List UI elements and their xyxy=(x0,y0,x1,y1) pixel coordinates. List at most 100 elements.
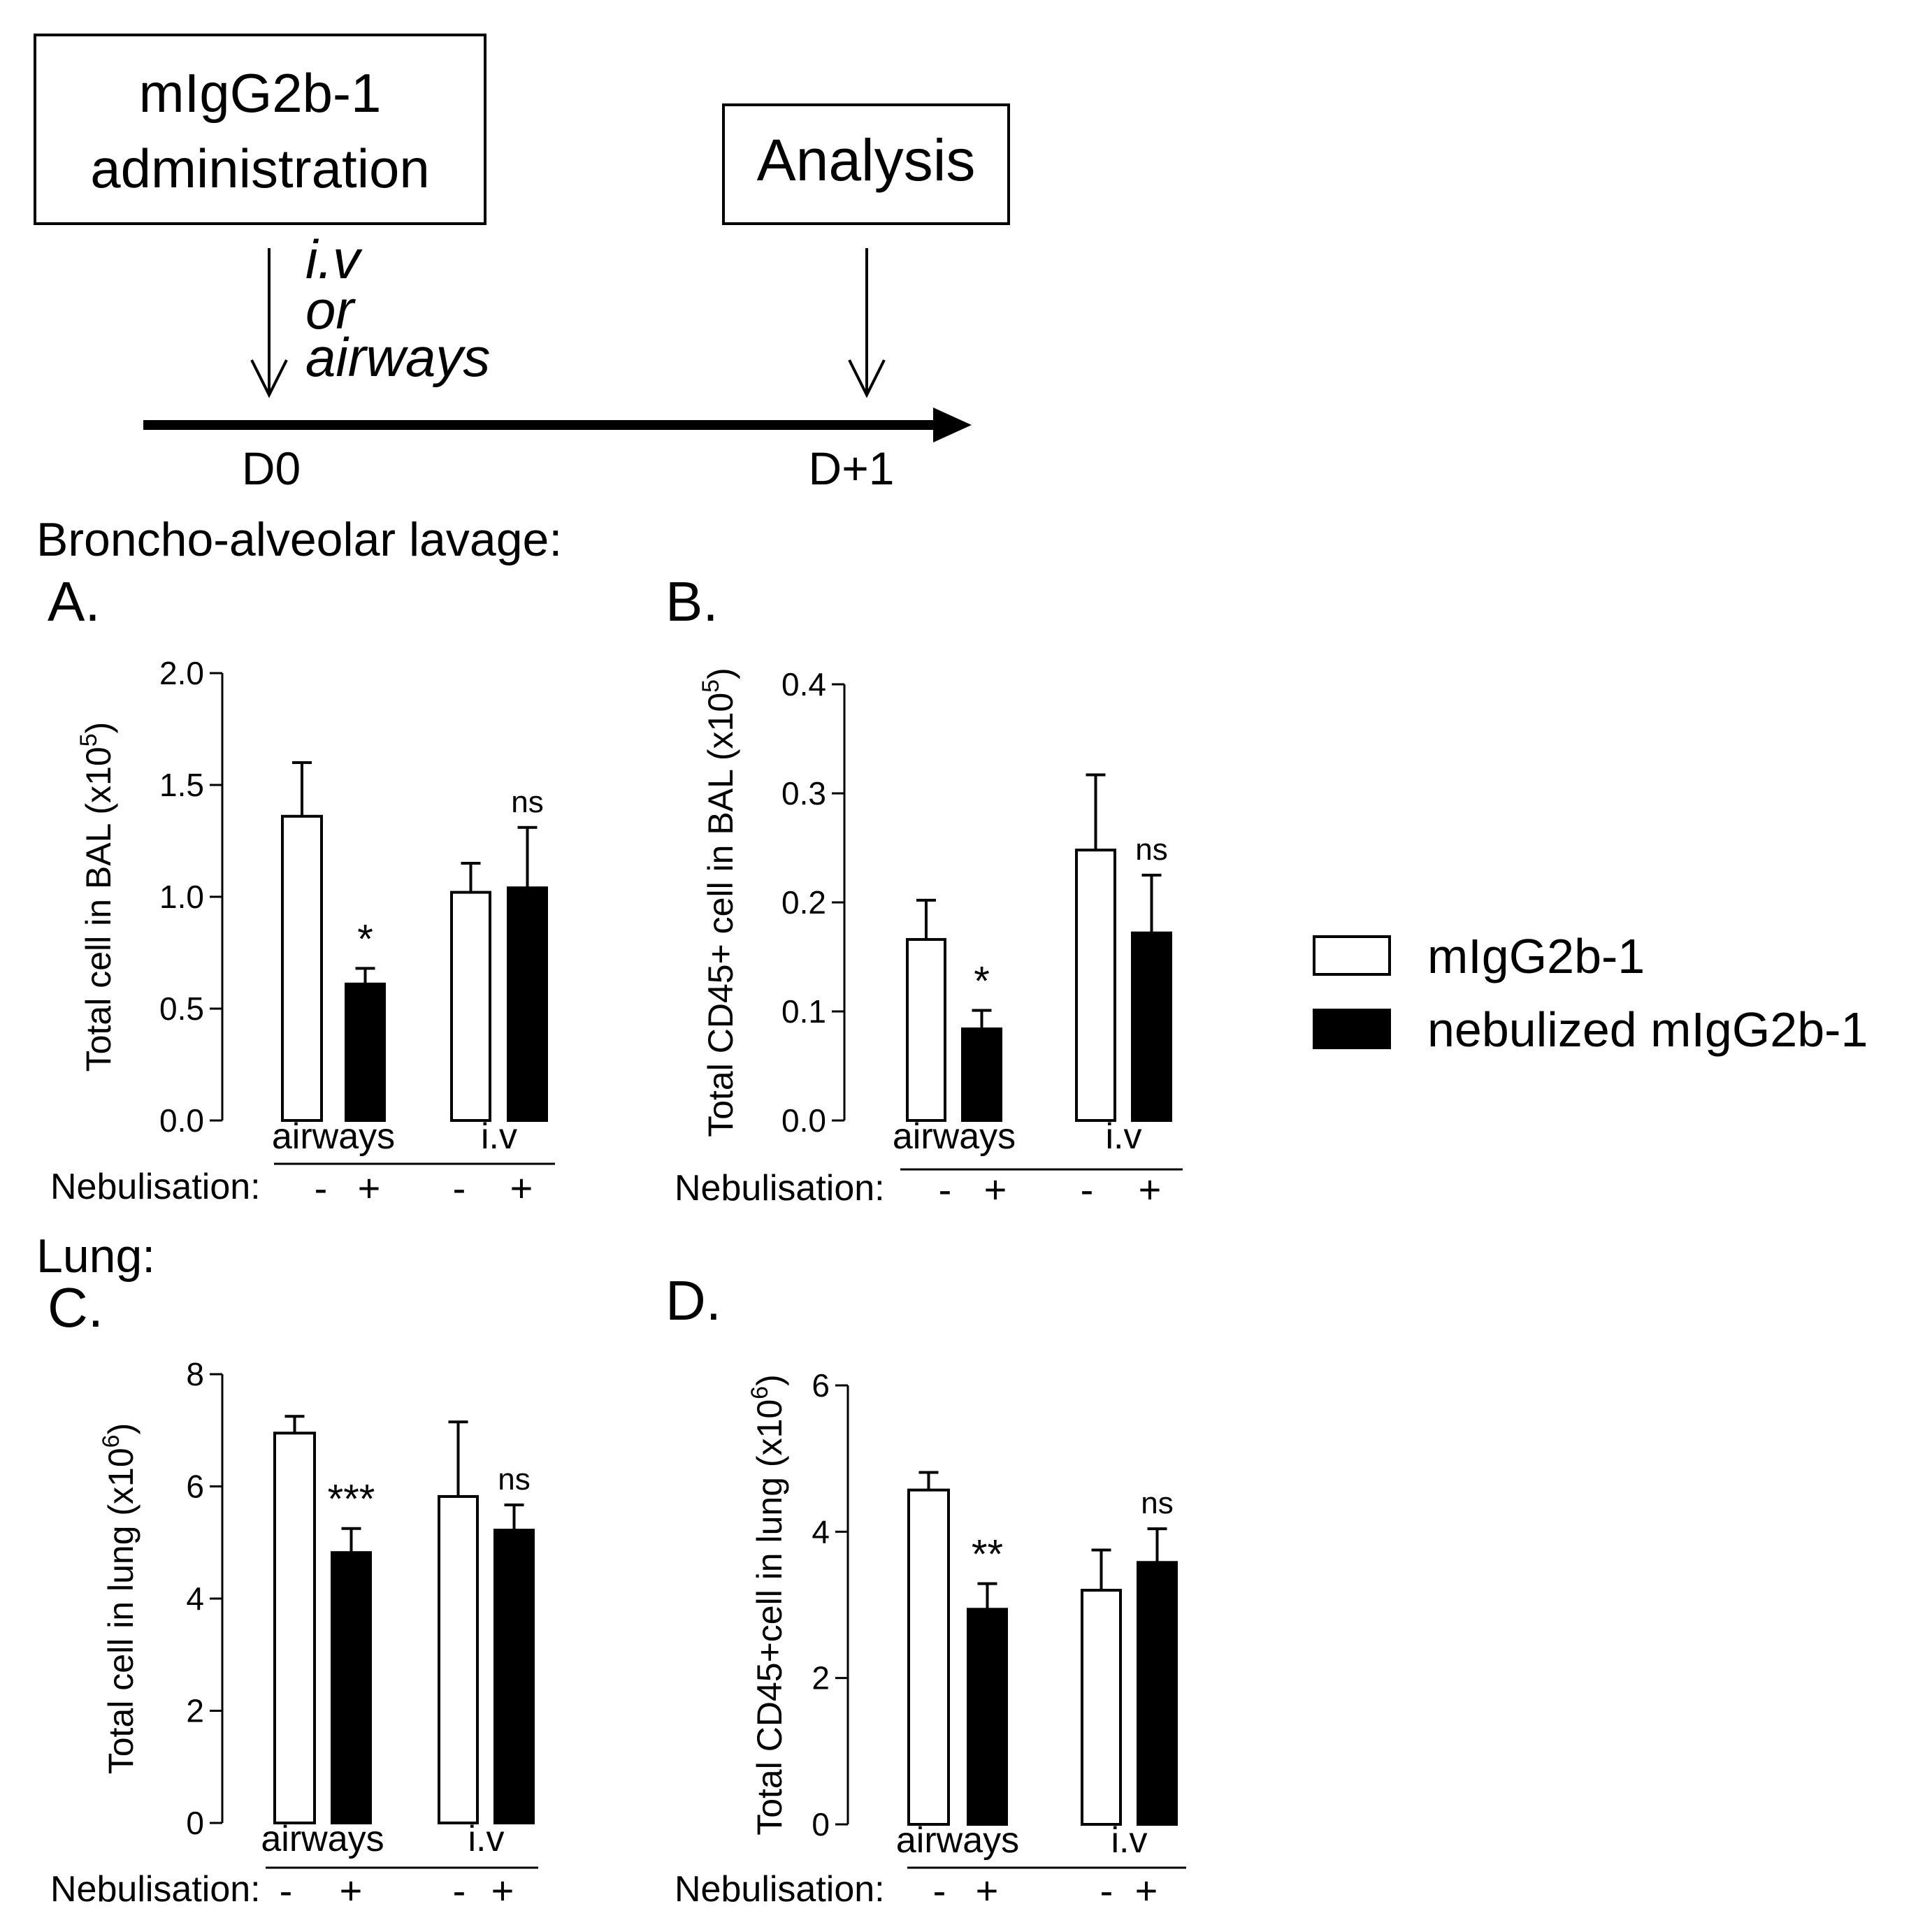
bar-a-iv-mIgG2b-1 xyxy=(450,891,491,1122)
significance-label-d-0: ** xyxy=(972,1532,1003,1578)
y-axis-title-close-d: ) xyxy=(750,1374,789,1386)
nebulisation-sign-a-1: + xyxy=(358,1166,381,1210)
y-axis-title-main-c: Total cell in lung (x10 xyxy=(101,1448,140,1774)
bar-c-airways-mIgG2b-1 xyxy=(273,1432,316,1824)
d0-arrow xyxy=(250,248,288,398)
y-axis-title-main-d: Total CD45+cell in lung (x10 xyxy=(750,1399,789,1836)
bar-b-iv-nebulized xyxy=(1131,931,1172,1123)
analysis-box xyxy=(722,103,1010,225)
y-axis-title-exponent-c: 6 xyxy=(98,1434,124,1448)
nebulisation-sign-a-3: + xyxy=(510,1166,533,1210)
y-tick-label-b-1: 0.1 xyxy=(781,993,826,1030)
bar-c-iv-nebulized xyxy=(493,1529,535,1824)
nebulisation-sign-a-2: - xyxy=(453,1166,466,1210)
significance-label-a-0: * xyxy=(357,916,373,962)
nebulisation-sign-b-0: - xyxy=(939,1167,952,1211)
y-axis-title-main-b: Total CD45+ cell in BAL (x10 xyxy=(701,693,740,1137)
panel-label-b: B. xyxy=(665,570,719,633)
legend-swatch-nebulized xyxy=(1313,1009,1391,1049)
nebulisation-sign-d-3: + xyxy=(1135,1868,1158,1912)
nebulisation-sign-c-0: - xyxy=(280,1868,293,1912)
y-axis-title-main-a: Total cell in BAL (x10 xyxy=(79,747,118,1072)
y-tick-label-c-3: 6 xyxy=(186,1469,204,1505)
y-axis-title-exponent-d: 6 xyxy=(747,1386,773,1399)
y-tick-label-a-4: 2.0 xyxy=(159,655,204,691)
y-tick-label-a-1: 0.5 xyxy=(159,990,204,1027)
bar-b-airways-nebulized xyxy=(961,1027,1002,1122)
nebulisation-sign-d-0: - xyxy=(933,1868,946,1912)
bar-b-airways-mIgG2b-1 xyxy=(906,938,946,1123)
group-label-d-0: airways xyxy=(896,1820,1019,1861)
bar-c-airways-nebulized xyxy=(331,1551,372,1825)
group-label-d-1: i.v xyxy=(1111,1820,1148,1861)
group-label-c-1: i.v xyxy=(468,1819,505,1859)
day-label-d1: D+1 xyxy=(809,442,895,494)
y-tick-label-d-2: 4 xyxy=(812,1513,830,1550)
y-axis-title-a: Total cell in BAL (x105) xyxy=(75,722,118,1072)
y-tick-label-b-3: 0.3 xyxy=(781,775,826,812)
y-axis-title-b: Total CD45+ cell in BAL (x105) xyxy=(698,668,740,1137)
y-axis-title-close-b: ) xyxy=(701,668,740,679)
group-label-b-0: airways xyxy=(893,1116,1016,1157)
legend-label-nebulized: nebulized mIgG2b-1 xyxy=(1427,1002,1868,1057)
y-axis-title-c: Total cell in lung (x106) xyxy=(98,1423,140,1775)
y-tick-label-d-0: 0 xyxy=(812,1806,830,1843)
nebulisation-sign-c-1: + xyxy=(340,1868,363,1912)
administration-box-line-2: administration xyxy=(90,138,430,199)
y-tick-label-c-1: 2 xyxy=(186,1693,204,1729)
significance-label-c-1: ns xyxy=(498,1462,530,1497)
y-tick-label-c-0: 0 xyxy=(186,1805,204,1841)
nebulisation-sign-d-2: - xyxy=(1100,1868,1113,1912)
bar-a-airways-nebulized xyxy=(345,982,386,1123)
significance-label-c-0: *** xyxy=(328,1477,375,1522)
nebulisation-sign-b-3: + xyxy=(1139,1167,1162,1211)
route-label-or: or xyxy=(305,279,356,340)
section-label-lung: Lung: xyxy=(36,1230,155,1283)
legend-swatch-mIgG2b-1 xyxy=(1313,935,1391,976)
nebulisation-label-b: Nebulisation: xyxy=(675,1168,885,1209)
y-tick-label-a-3: 1.5 xyxy=(159,767,204,803)
legend-label-mIgG2b-1: mIgG2b-1 xyxy=(1427,929,1645,983)
route-label-iv: i.v xyxy=(305,229,363,290)
bar-d-iv-nebulized xyxy=(1137,1561,1178,1826)
group-label-a-1: i.v xyxy=(481,1116,517,1157)
panel-b: B. 0.0 0.1 0.2 0.3 0.4 Total CD45+ cell in BAL… xyxy=(665,570,1183,1211)
group-label-a-0: airways xyxy=(272,1116,395,1157)
panel-label-a: A. xyxy=(48,570,101,633)
significance-label-b-0: * xyxy=(974,958,990,1004)
section-label-bal: Broncho-alveolar lavage: xyxy=(36,513,562,566)
bar-d-airways-mIgG2b-1 xyxy=(907,1488,950,1826)
y-tick-label-d-1: 2 xyxy=(812,1660,830,1696)
nebulisation-label-a: Nebulisation: xyxy=(50,1167,261,1207)
y-tick-label-a-2: 1.0 xyxy=(159,879,204,915)
route-label-airways: airways xyxy=(305,326,490,388)
timeline-schematic: mIgG2b-1 administration Analysis i.v or … xyxy=(34,34,1010,494)
significance-label-d-1: ns xyxy=(1141,1486,1173,1520)
y-axis-title-close-c: ) xyxy=(101,1423,140,1435)
y-tick-label-c-2: 4 xyxy=(186,1580,204,1617)
nebulisation-sign-c-2: - xyxy=(453,1868,466,1912)
day-label-d0: D0 xyxy=(242,442,301,494)
bar-c-iv-mIgG2b-1 xyxy=(438,1494,479,1825)
administration-box-line-1: mIgG2b-1 xyxy=(139,62,382,124)
group-label-b-1: i.v xyxy=(1106,1116,1142,1157)
nebulisation-label-c: Nebulisation: xyxy=(50,1869,261,1910)
panel-label-d: D. xyxy=(665,1269,721,1332)
bar-d-iv-mIgG2b-1 xyxy=(1081,1589,1122,1826)
nebulisation-sign-c-3: + xyxy=(491,1868,514,1912)
group-label-c-0: airways xyxy=(261,1819,384,1859)
y-axis-title-exponent-b: 5 xyxy=(698,679,724,693)
d1-arrow xyxy=(848,248,886,398)
significance-label-b-1: ns xyxy=(1135,832,1167,867)
nebulisation-sign-b-1: + xyxy=(984,1167,1007,1211)
y-axis-title-exponent-a: 5 xyxy=(75,733,102,747)
bar-b-iv-mIgG2b-1 xyxy=(1075,849,1116,1122)
nebulisation-sign-b-2: - xyxy=(1081,1167,1094,1211)
y-tick-label-b-0: 0.0 xyxy=(781,1102,826,1139)
administration-box xyxy=(34,34,486,225)
y-tick-label-d-3: 6 xyxy=(812,1367,830,1404)
significance-label-a-1: ns xyxy=(511,785,543,819)
y-axis-title-close-a: ) xyxy=(79,722,118,734)
